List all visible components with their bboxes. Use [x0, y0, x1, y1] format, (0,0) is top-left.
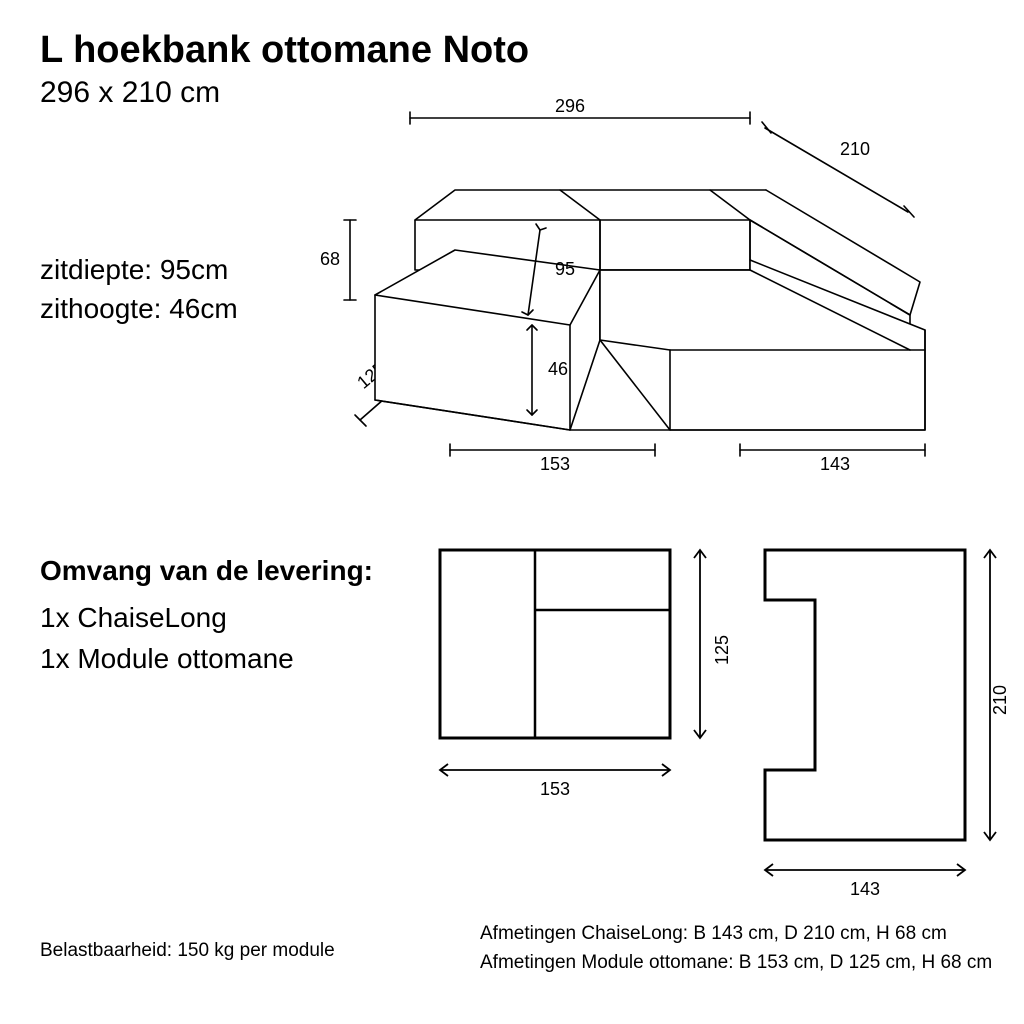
delivery-heading: Omvang van de levering:: [40, 555, 373, 587]
ottoman-dimensions: Afmetingen Module ottomane: B 153 cm, D …: [480, 949, 992, 978]
dim-module2-height: 210: [990, 685, 1010, 715]
delivery-item: 1x Module ottomane: [40, 639, 294, 680]
dim-total-depth: 210: [840, 139, 870, 159]
dim-module2-width: 143: [850, 879, 880, 899]
dim-seat-height: 46: [548, 359, 568, 379]
seat-height-label: zithoogte: 46cm: [40, 289, 238, 328]
spec-block: zitdiepte: 95cm zithoogte: 46cm: [40, 250, 238, 328]
dim-total-width: 296: [555, 96, 585, 116]
seat-depth-label: zitdiepte: 95cm: [40, 250, 238, 289]
delivery-item: 1x ChaiseLong: [40, 598, 294, 639]
dim-chaise-width: 143: [820, 454, 850, 474]
module-dimensions: Afmetingen ChaiseLong: B 143 cm, D 210 c…: [480, 920, 992, 977]
product-title: L hoekbank ottomane Noto: [40, 30, 984, 72]
dim-seat-depth: 95: [555, 259, 575, 279]
chaise-dimensions: Afmetingen ChaiseLong: B 143 cm, D 210 c…: [480, 920, 992, 949]
dim-ottoman-width: 153: [540, 454, 570, 474]
spec-sheet: L hoekbank ottomane Noto 296 x 210 cm zi…: [0, 0, 1024, 1024]
sofa-drawing: 296 210 68 125 153 143: [300, 90, 1000, 490]
delivery-list: 1x ChaiseLong 1x Module ottomane: [40, 598, 294, 679]
plan-drawing: 153 125 143 210: [430, 540, 1010, 900]
dim-height: 68: [320, 249, 340, 269]
load-capacity: Belastbaarheid: 150 kg per module: [40, 940, 335, 962]
dim-module1-height: 125: [712, 635, 732, 665]
dim-module1-width: 153: [540, 779, 570, 799]
